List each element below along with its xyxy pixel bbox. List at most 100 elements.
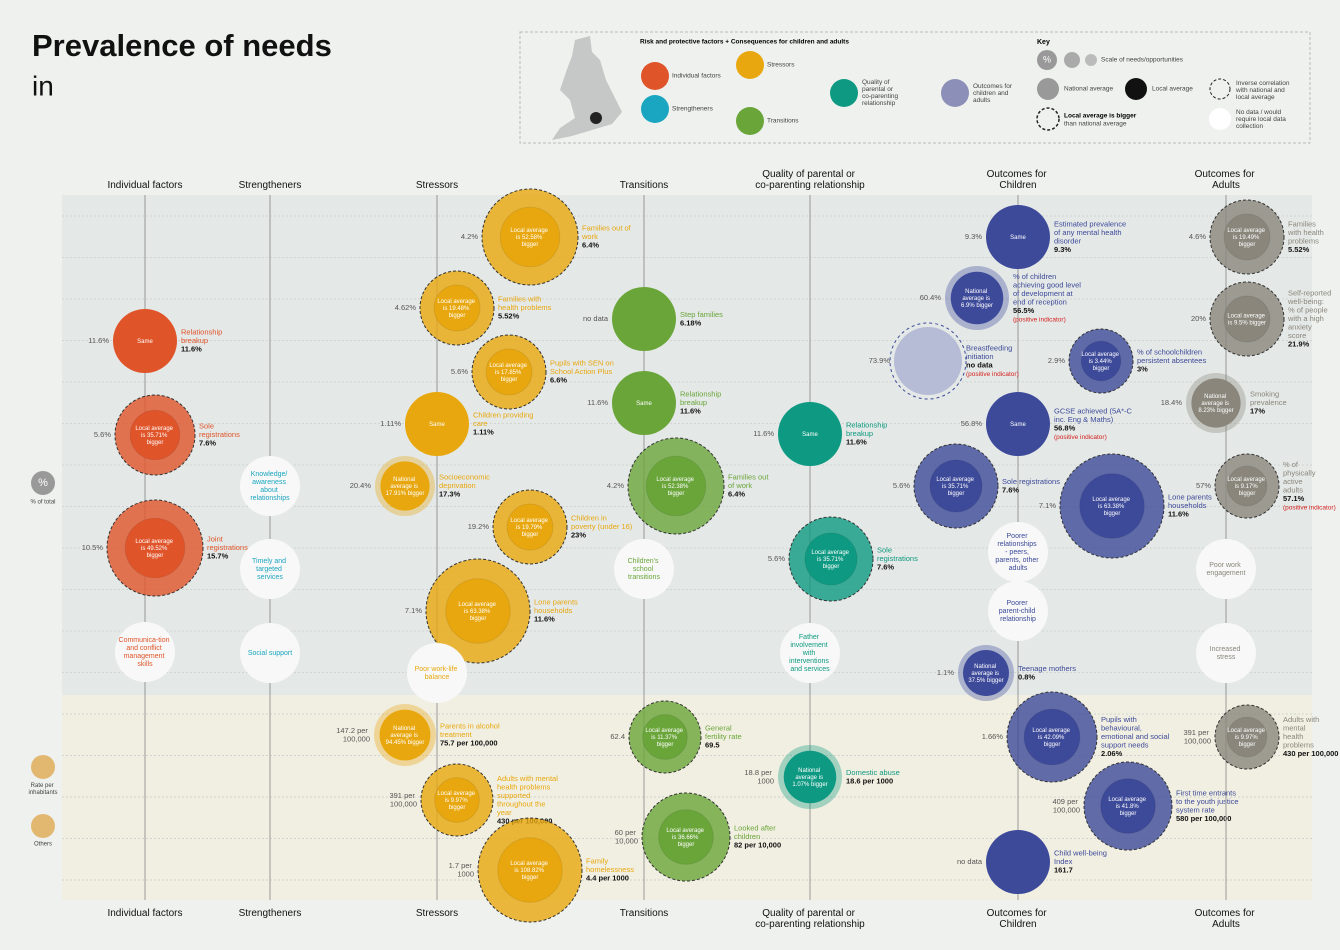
text-line: Social support [248,650,292,657]
key-label: Outcomes for children and adults [973,83,1014,104]
bubble-label: Father involvement with interventions an… [789,634,831,673]
bubble-label: Knowledge/ awareness about relationships [250,471,290,502]
text-line: 9.3% [965,232,982,241]
text-line: bigger [657,742,674,748]
local-value: 23% [571,530,586,539]
text-line: Transitions [620,908,669,919]
indicator-name: Lone parents households [534,597,580,615]
indicator-name: General fertility rate [705,723,742,741]
key-label: Stressors [767,62,795,69]
text-line: is 108.82% [514,868,545,874]
text-line: management [124,653,167,660]
bubble [113,309,177,373]
indicator-name: Relationship breakup [846,420,889,438]
indicator-name: Children providing care [473,410,536,428]
bubble-inner [129,409,181,461]
text-line: is 35.71% [141,433,169,439]
text-line: co-parenting relationship [755,180,865,191]
bubble: National average is 37.5% bigger 1.1% Teen… [937,645,1076,701]
bubble-inner-label: National average is 1.07% bigger [792,768,827,788]
column-header: Transitions [620,180,669,191]
text-line: no data [966,360,993,369]
national-value: 409 per 100,000 [1052,797,1080,815]
national-value: 20.4% [350,481,372,490]
text-line: Local average [1108,797,1147,803]
column-footer: Individual factors [107,908,182,919]
bubble: Local average is 52.38% bigger 4.2% Famili… [607,437,771,535]
bubble-inner [1223,213,1271,261]
bubble-label: Increased stress [1210,646,1243,661]
bubble-inner [124,517,186,579]
key-label: No data / would require local data colle… [1236,109,1288,130]
text-line: Parents in alcohol [440,721,502,730]
text-line: is 19.79% [516,525,544,531]
empty-bubble [988,522,1048,582]
national-value: 147.2 per 100,000 [336,726,370,744]
text-line: Self-reported [1288,288,1333,297]
text-line: care [473,419,488,428]
bubble-inner [1080,340,1122,382]
empty-bubble [614,539,674,599]
text-line: parental or [862,86,895,93]
text-line: Local average [510,861,549,867]
text-line: of development at [1013,289,1075,298]
bubble-inner-label: Local average is 9.97% bigger [1227,728,1266,748]
text-line: homelessness [586,865,634,874]
bubble: Local average is 19.49% bigger 4.6% Famili… [1189,199,1326,275]
national-value: 73.9% [869,356,891,365]
text-line: 60 per [615,828,638,837]
text-line: 147.2 per [336,726,370,735]
text-line: Outcomes for [1195,908,1258,919]
key-nodata [1209,108,1231,130]
bubble: Local average is 19.48% bigger 4.62% Famil… [395,270,552,346]
text-line: - peers, [1005,549,1031,556]
bubble-inner-label: Local average is 17.85% bigger [489,363,528,383]
bubble: National average is 1.07% bigger 18.8 per… [744,745,900,809]
bubble-inner [645,455,707,517]
bubble-label: Poorer parent-child relationship [999,600,1038,623]
icon [641,62,669,90]
bubble-inner-label: Local average is 42.09% bigger [1032,728,1071,748]
local-value: 7.6% [877,562,894,571]
icon [736,107,764,135]
indicator-name: Joint registrations [207,534,248,552]
bubble: Local average is 9.97% bigger 391 per 100… [389,763,560,837]
national-value: 19.2% [468,522,490,531]
text-line: Sole registrations [1002,477,1060,486]
indicator-name: Sole registrations [199,421,240,439]
bubble-inner-label: Local average is 41.8% bigger [1108,797,1147,817]
text-line: 3% [1137,364,1148,373]
bubble-inner [1191,378,1241,428]
indicator-name: Pupils with behavioural, emotional and s… [1101,715,1171,750]
bubble-label: Children's school transitions [628,558,661,581]
text-line: Local average [811,550,850,556]
text-line: well-being: [1287,297,1326,306]
national-value: 5.6% [768,554,785,563]
bubble: Children's school transitions [614,539,674,599]
text-line: bigger [522,532,539,538]
bubble-inner-label: Local average is 49.52% bigger [135,539,174,559]
text-line: is 52.38% [662,484,690,490]
national-value: 11.6% [88,336,109,345]
text-line: 11.6% [846,437,867,446]
national-value: no data [957,857,983,866]
indicator-name: Families with health problems [498,294,552,312]
text-line: bigger [1120,811,1137,817]
text-line: bigger [1104,511,1121,517]
text-line: 7.6% [1002,485,1019,494]
text-line: Relationship [680,389,723,398]
indicator-name: Families out of work [728,472,771,490]
text-line: 100,000 [1184,736,1211,745]
text-line: balance [425,674,450,681]
national-value: 9.3% [965,232,982,241]
indicator-name: % of children achieving good level of de… [1013,272,1083,307]
local-value: 6.4% [582,240,599,249]
text-line: 37.5% bigger [968,678,1003,684]
text-line: of any mental health [1054,228,1124,237]
text-line: Individual factors [107,180,182,191]
bubble: Increased stress [1196,623,1256,683]
key-label: Scale of needs/opportunities [1101,57,1184,64]
